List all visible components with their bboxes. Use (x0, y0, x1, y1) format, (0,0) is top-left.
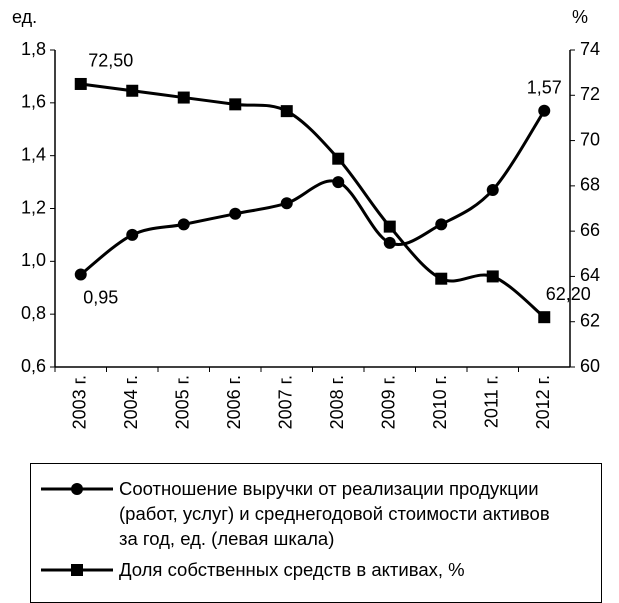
y2-tick-label: 70 (580, 129, 600, 149)
marker (435, 218, 448, 231)
x-tick-label: 2005 г. (173, 375, 193, 429)
series-line (79, 109, 546, 276)
marker (280, 105, 293, 118)
x-tick-label: 2007 г. (276, 375, 296, 429)
legend-entry: Доля собственных средств в активах, % (41, 557, 564, 582)
legend-label: Соотношение выручки от реализации продук… (119, 478, 550, 549)
legend: Соотношение выручки от реализации продук… (30, 463, 602, 603)
marker (538, 104, 551, 117)
marker (332, 152, 345, 165)
x-tick-label: 2009 г. (379, 375, 399, 429)
x-tick-label: 2010 г. (430, 375, 450, 429)
data-label: 72,50 (88, 51, 133, 71)
marker (229, 207, 242, 220)
y2-tick-label: 66 (580, 220, 600, 240)
marker (435, 272, 448, 285)
marker (486, 184, 499, 197)
y-tick-label: 1,0 (21, 250, 46, 270)
y-tick-label: 0,8 (21, 303, 46, 323)
x-tick-label: 2011 г. (482, 375, 502, 428)
x-tick-label: 2004 г. (121, 375, 141, 429)
marker (538, 311, 551, 324)
marker (126, 84, 139, 97)
y2-tick-label: 60 (580, 356, 600, 376)
marker (74, 77, 87, 90)
chart: ед. % 0,6 0,8 1,0 1,2 1,4 1,6 1,8 60 62 64 66 68 70 7… (12, 7, 600, 430)
marker (126, 228, 139, 241)
data-label: 1,57 (527, 78, 562, 98)
legend-label: Доля собственных средств в активах, % (119, 559, 465, 580)
x-tick-label: 2003 г. (70, 375, 90, 429)
y2-tick-label: 62 (580, 310, 600, 330)
marker (74, 268, 87, 281)
legend-marker (71, 564, 83, 576)
y-tick-label: 1,2 (21, 197, 46, 217)
x-tick-label: 2008 г. (327, 375, 347, 429)
y2-unit-label: % (572, 7, 588, 27)
legend-marker (71, 483, 83, 495)
y-tick-label: 0,6 (21, 356, 46, 376)
marker (486, 270, 499, 283)
y-tick-label: 1,6 (21, 92, 46, 112)
legend-icon (41, 483, 113, 495)
series-line (80, 82, 546, 319)
marker (332, 176, 345, 189)
marker (280, 197, 293, 210)
y2-tick-label: 64 (580, 265, 600, 285)
data-label: 62,20 (546, 284, 591, 304)
legend-icon (41, 564, 113, 576)
x-tick-label: 2012 г. (533, 375, 553, 429)
y-unit-label: ед. (12, 7, 37, 27)
data-label: 0,95 (83, 287, 118, 307)
y2-tick-label: 72 (580, 84, 600, 104)
marker (177, 91, 190, 104)
marker (177, 218, 190, 231)
marker (229, 98, 242, 111)
marker (383, 220, 396, 233)
y2-tick-label: 68 (580, 175, 600, 195)
y-tick-label: 1,8 (21, 39, 46, 59)
x-tick-label: 2006 г. (224, 375, 244, 429)
legend-entry: Соотношение выручки от реализации продук… (41, 476, 564, 551)
marker (383, 236, 396, 249)
y2-tick-label: 74 (580, 39, 600, 59)
y-tick-label: 1,4 (21, 144, 46, 164)
